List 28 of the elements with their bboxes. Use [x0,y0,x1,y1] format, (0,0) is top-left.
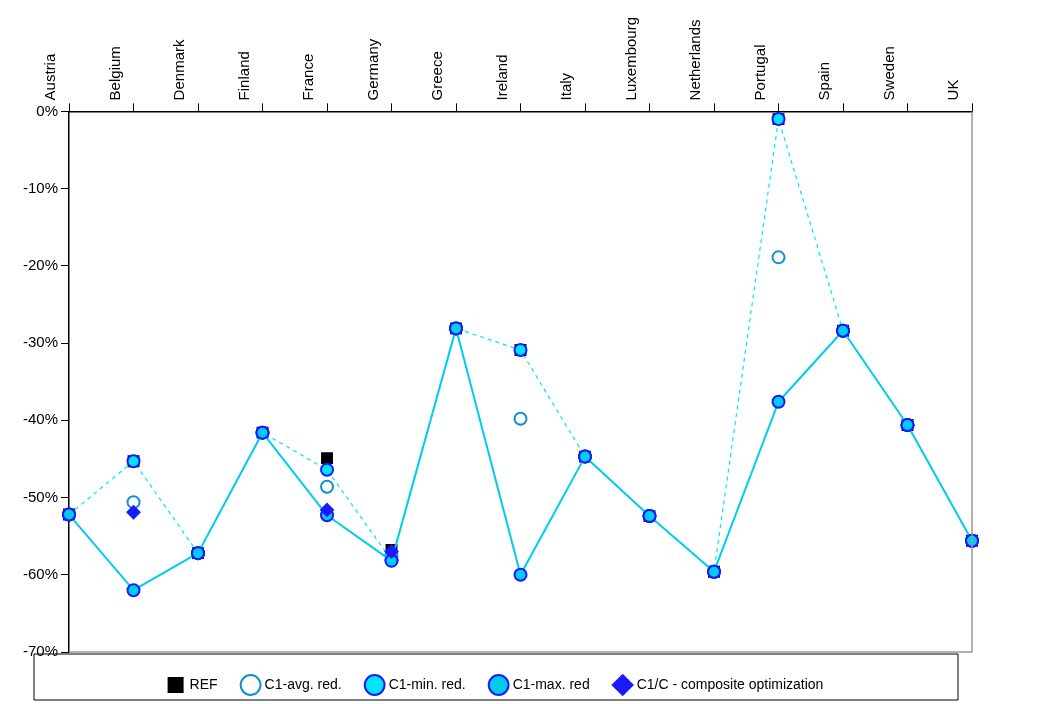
y-tick-label: -60% [22,564,59,582]
x-tick-label: UK [944,79,962,101]
x-tick-label: Belgium [105,46,123,101]
y-tick-label: 0% [36,101,59,119]
y-tick-label: -50% [22,487,59,505]
legend-label: REF [189,675,218,692]
x-tick-label: Sweden [879,46,897,101]
x-tick-label: Spain [815,62,833,101]
x-tick-label: France [299,53,317,101]
legend-label: C1-avg. red. [264,675,342,692]
x-tick-label: Netherlands [686,19,704,101]
x-tick-label: Luxembourg [621,17,639,101]
y-tick-label: -20% [22,255,59,273]
y-tick-label: -30% [22,333,59,351]
x-tick-label: Finland [234,51,252,101]
y-tick-label: -40% [22,410,59,428]
x-tick-label: Italy [557,72,575,101]
x-tick-label: Germany [363,38,381,101]
legend-label: C1-max. red [512,675,590,692]
x-tick-label: Austria [41,53,59,101]
y-tick-label: -70% [22,642,59,660]
x-tick-label: Greece [428,51,446,101]
x-tick-label: Denmark [170,39,188,101]
legend-label: C1-min. red. [388,675,466,692]
y-tick-label: -10% [22,178,59,196]
x-tick-label: Ireland [492,54,510,101]
x-tick-label: Portugal [750,44,768,101]
legend-label: C1/C - composite optimization [636,675,824,692]
